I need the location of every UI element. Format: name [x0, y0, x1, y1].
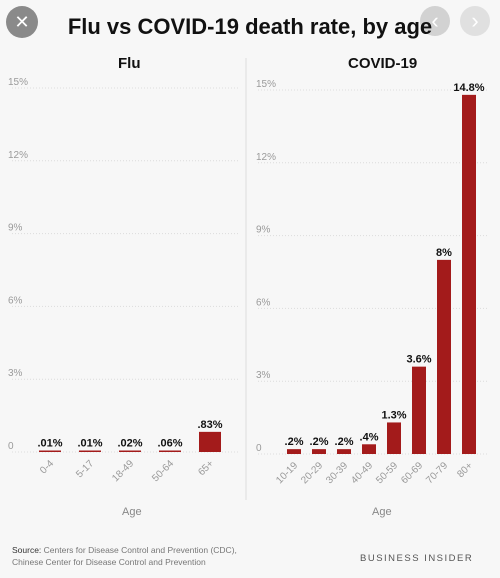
source-label: Source:	[12, 545, 42, 555]
chart-title: Flu vs COVID-19 death rate, by age	[67, 14, 433, 39]
flu-data-label: .02%	[117, 438, 142, 450]
covid-bar	[362, 444, 376, 454]
flu-data-label: .01%	[37, 438, 62, 450]
covid-data-label: .2%	[310, 436, 329, 448]
flu-category-label: 18-49	[110, 458, 136, 484]
close-button[interactable]: ✕	[6, 6, 38, 38]
flu-category-label: 65+	[196, 458, 216, 478]
flu-y-tick-label: 6%	[8, 295, 23, 306]
covid-y-tick-label: 15%	[256, 79, 276, 90]
covid-data-label: .2%	[285, 436, 304, 448]
flu-y-tick-label: 12%	[8, 150, 28, 161]
covid-y-tick-label: 3%	[256, 370, 271, 381]
close-icon: ✕	[14, 11, 30, 32]
covid-category-label: 30-39	[324, 460, 350, 486]
covid-bar	[337, 449, 351, 454]
covid-bar	[287, 449, 301, 454]
covid-y-tick-label: 9%	[256, 225, 271, 236]
flu-data-label: .83%	[197, 419, 222, 431]
covid-bar	[462, 94, 476, 454]
covid-category-label: 70-79	[424, 460, 450, 486]
covid-category-label: 10-19	[274, 460, 300, 486]
covid-x-axis-label: Age	[372, 506, 392, 518]
covid-data-label: .4%	[360, 431, 379, 443]
covid-panel-title: COVID-19	[348, 55, 418, 72]
flu-y-tick-label: 15%	[8, 77, 28, 88]
chevron-left-icon: ‹	[431, 8, 439, 33]
covid-y-tick-label: 6%	[256, 297, 271, 308]
covid-data-label: 8%	[436, 247, 452, 259]
covid-data-label: .2%	[335, 436, 354, 448]
flu-bar	[119, 450, 141, 452]
flu-data-label: .01%	[77, 438, 102, 450]
covid-category-label: 20-29	[299, 460, 325, 486]
covid-y-tick-label: 12%	[256, 152, 276, 163]
flu-y-tick-label: 9%	[8, 223, 23, 234]
covid-bar	[387, 422, 401, 454]
flu-bar	[159, 450, 181, 452]
chevron-right-icon: ›	[471, 8, 479, 33]
covid-data-label: 14.8%	[453, 82, 484, 94]
flu-category-label: 0-4	[38, 458, 56, 476]
flu-y-tick-label: 0	[8, 441, 14, 452]
flu-y-tick-label: 3%	[8, 368, 23, 379]
flu-bar	[199, 431, 221, 452]
covid-category-label: 60-69	[399, 460, 425, 486]
covid-bar	[437, 259, 451, 454]
covid-category-label: 40-49	[349, 460, 375, 486]
source-note: Source: Centers for Disease Control and …	[12, 544, 237, 568]
covid-category-label: 50-59	[374, 460, 400, 486]
flu-category-label: 50-64	[150, 458, 176, 484]
flu-x-axis-label: Age	[122, 506, 142, 518]
flu-panel-title: Flu	[118, 55, 141, 72]
previous-button[interactable]: ‹	[420, 6, 450, 36]
flu-data-label: .06%	[157, 438, 182, 450]
covid-bar	[412, 366, 426, 454]
brand-logo: BUSINESS INSIDER	[360, 553, 474, 564]
covid-y-tick-label: 0	[256, 443, 262, 454]
source-line-2: Chinese Center for Disease Control and P…	[12, 557, 206, 567]
covid-data-label: 3.6%	[406, 354, 431, 366]
covid-bar	[312, 449, 326, 454]
source-line-1: Centers for Disease Control and Preventi…	[43, 545, 237, 555]
flu-bar	[39, 450, 61, 452]
flu-category-label: 5-17	[74, 458, 96, 480]
flu-bar	[79, 450, 101, 452]
next-button[interactable]: ›	[460, 6, 490, 36]
covid-data-label: 1.3%	[381, 409, 406, 421]
covid-category-label: 80+	[455, 460, 475, 480]
